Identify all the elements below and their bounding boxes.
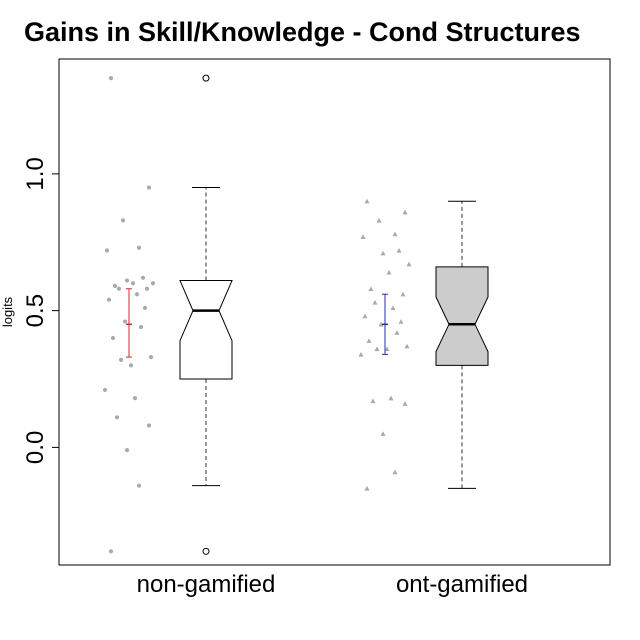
data-point [374, 346, 380, 352]
data-point [114, 415, 120, 420]
y-tick-label: 0.0 [22, 431, 49, 464]
y-axis-label: logits [0, 296, 15, 327]
data-point [150, 281, 156, 286]
box-group [102, 74, 233, 555]
notched-box [435, 266, 489, 366]
data-point [402, 401, 408, 406]
plot-frame [58, 58, 611, 566]
outlier-point [202, 547, 210, 555]
data-point [400, 291, 406, 297]
data-point [134, 292, 140, 297]
data-point [358, 351, 364, 357]
data-point [368, 286, 374, 291]
data-point [144, 286, 150, 291]
data-point [112, 283, 118, 289]
data-point [364, 198, 370, 204]
data-point [396, 247, 402, 253]
data-point [122, 319, 128, 324]
outlier-point [202, 74, 210, 82]
series-layer [102, 74, 489, 555]
data-point [146, 423, 152, 428]
data-point [392, 469, 398, 475]
data-point [124, 278, 130, 283]
data-point [116, 286, 122, 291]
data-point [378, 321, 384, 327]
data-point [386, 269, 392, 275]
chart-title: Gains in Skill/Knowledge - Cond Structur… [24, 17, 581, 47]
box-group [358, 198, 489, 491]
data-point [364, 485, 370, 491]
data-point [370, 398, 376, 404]
data-point [108, 76, 114, 81]
data-point [366, 338, 372, 343]
data-point [362, 313, 368, 319]
data-point [102, 387, 108, 393]
data-point [124, 448, 130, 453]
data-point [406, 261, 412, 267]
data-point [388, 395, 394, 401]
notched-box [179, 280, 233, 380]
data-point [138, 324, 144, 330]
y-axis: 0.0 0.5 1.0 [22, 157, 59, 464]
data-point [148, 355, 154, 360]
data-point [398, 319, 404, 324]
x-tick-label: non-gamified [137, 571, 276, 598]
data-point [132, 396, 138, 401]
y-tick-label: 1.0 [22, 157, 49, 190]
data-point [390, 305, 396, 311]
data-point [402, 209, 408, 215]
data-point [106, 297, 112, 302]
data-point [136, 483, 142, 488]
data-point [104, 248, 110, 253]
x-axis: non-gamified ont-gamified [137, 571, 528, 598]
data-point [142, 305, 148, 310]
data-point [380, 250, 386, 256]
data-point [140, 275, 146, 280]
data-point [120, 218, 126, 223]
x-tick-label: ont-gamified [396, 571, 528, 598]
data-point [146, 185, 152, 190]
data-point [392, 231, 398, 237]
data-point [384, 346, 390, 352]
data-point [360, 234, 366, 239]
data-point [130, 281, 136, 286]
data-point [108, 549, 114, 554]
data-point [394, 330, 400, 335]
data-point [372, 299, 378, 305]
data-point [376, 217, 382, 223]
data-point [128, 363, 134, 368]
data-point [380, 431, 386, 436]
data-point [404, 343, 410, 349]
data-point [136, 245, 142, 250]
data-point [110, 335, 116, 341]
data-point [118, 357, 124, 362]
y-tick-label: 0.5 [22, 294, 49, 327]
